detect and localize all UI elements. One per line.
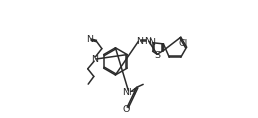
Text: Cl: Cl [179, 39, 188, 48]
Text: S: S [154, 51, 160, 60]
Text: N: N [136, 37, 143, 46]
Text: N: N [86, 35, 93, 44]
Text: N: N [91, 55, 98, 63]
Text: N: N [144, 37, 151, 46]
Text: O: O [123, 105, 130, 114]
Text: N: N [148, 38, 155, 47]
Text: NH: NH [123, 88, 136, 97]
